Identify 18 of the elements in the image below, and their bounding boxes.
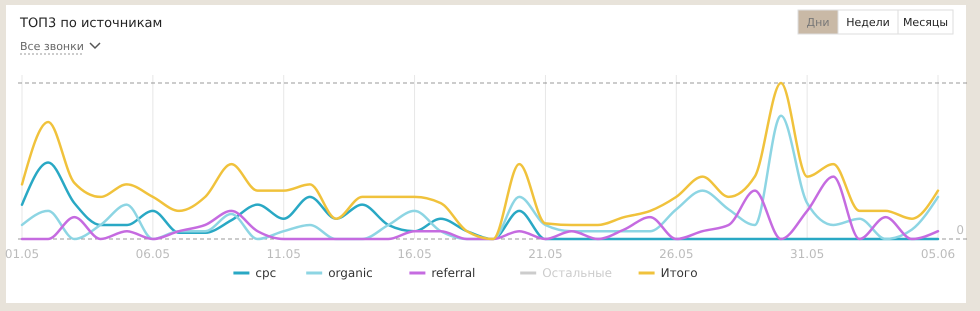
- x-tick-label: 31.05: [790, 247, 824, 261]
- legend-label: organic: [328, 266, 373, 280]
- chart-title: ТОП3 по источникам: [19, 16, 162, 31]
- ref-line-label: 0: [956, 223, 964, 237]
- legend-label: cpc: [255, 266, 276, 280]
- x-tick-label: 26.05: [659, 247, 694, 261]
- x-tick-label: 01.05: [4, 247, 40, 261]
- x-tick-label: 11.05: [266, 247, 301, 261]
- text: Месяцы: [902, 16, 948, 29]
- legend-label: Итого: [660, 266, 698, 280]
- x-tick-label: 21.05: [528, 247, 563, 261]
- text: Все звонки: [20, 40, 84, 53]
- text: Недели: [846, 16, 890, 29]
- text: Дни: [806, 16, 830, 29]
- legend-label: referral: [431, 266, 476, 280]
- x-tick-label: 06.05: [136, 247, 170, 261]
- x-tick-label: 05.06: [920, 247, 956, 261]
- x-tick-label: 16.05: [397, 247, 432, 261]
